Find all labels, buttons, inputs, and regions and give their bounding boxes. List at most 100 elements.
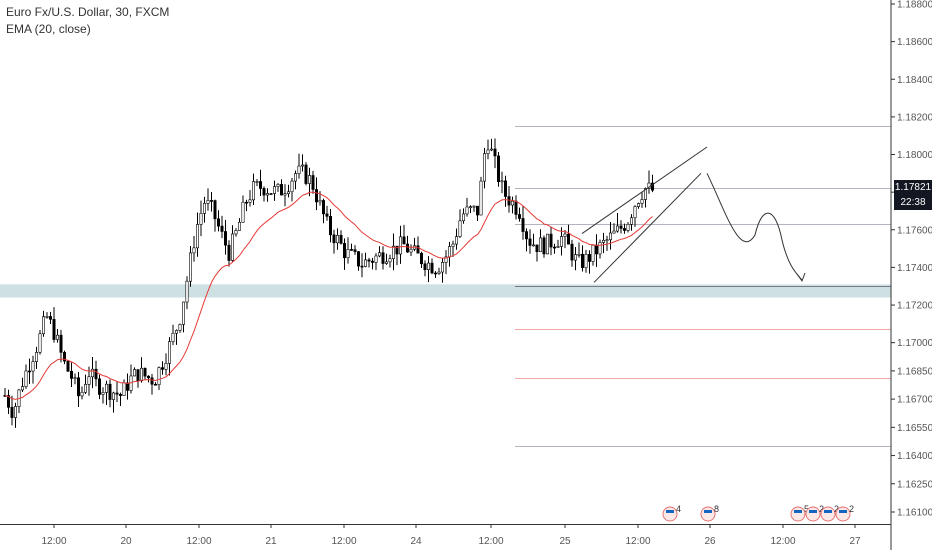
candle-body (517, 214, 521, 219)
candle-body (192, 247, 196, 254)
candle-body (203, 203, 207, 214)
flag-canton (794, 510, 802, 513)
event-count: 2 (849, 504, 854, 514)
candle-body (164, 363, 168, 370)
candle-body (196, 224, 200, 249)
candle-body (20, 386, 24, 391)
candle-body (549, 233, 553, 248)
price-tick-label: 1.18200 (897, 112, 932, 123)
candle-body (419, 252, 423, 265)
candle-body (24, 370, 28, 387)
candle-body (133, 369, 137, 377)
ema-indicator-label[interactable]: EMA (20, close) (6, 22, 91, 36)
candle-body (91, 368, 95, 378)
candle-body (238, 221, 242, 231)
candle-body (468, 206, 472, 208)
candle-body (199, 213, 203, 225)
candle-body (514, 200, 518, 215)
candle-body (633, 206, 637, 219)
flag-canton (809, 510, 817, 513)
time-tick-label: 12:00 (41, 536, 66, 547)
candle-body (206, 200, 210, 204)
time-axis[interactable]: 12:00 20 12:00 21 12:00 24 12:00 25 12:00 26 12:00… (41, 524, 861, 547)
time-tick-label: 12:00 (186, 536, 211, 547)
candle-body (157, 367, 161, 385)
candle-body (535, 244, 539, 253)
candle-body (286, 191, 290, 194)
candle-body (349, 249, 353, 251)
candle-body (108, 383, 112, 400)
candle-body (640, 199, 644, 204)
candle-body (112, 392, 116, 400)
event-count: 2 (834, 504, 839, 514)
candle-body (318, 200, 322, 203)
price-tick-label: 1.18400 (897, 75, 932, 86)
price-tick-label: 1.17000 (897, 338, 932, 349)
candle-body (70, 370, 74, 379)
candle-body (87, 376, 91, 385)
candle-body (612, 230, 616, 234)
candle-body (430, 262, 434, 274)
candle-body (608, 232, 612, 241)
candle-body (94, 368, 98, 380)
candle-body (45, 316, 49, 318)
flag-canton (824, 510, 832, 513)
candle-body (594, 244, 598, 255)
candle-body (587, 254, 591, 262)
price-tick-label: 1.18800 (897, 0, 932, 11)
bar-countdown-tag: 22:38 (894, 195, 932, 210)
candle-body (524, 231, 528, 240)
support-zone-rect (0, 284, 891, 298)
candle-body (314, 189, 318, 203)
candle-body (182, 301, 186, 325)
candle-body (381, 252, 385, 264)
candle-body (591, 244, 595, 262)
price-tick-label: 1.16100 (897, 508, 932, 519)
flag-canton (666, 510, 674, 513)
candle-body (580, 253, 584, 268)
event-count: 8 (714, 504, 719, 514)
candle-body (175, 330, 179, 334)
candle-body (507, 196, 511, 206)
candle-body (143, 367, 147, 377)
candle-body (465, 206, 469, 215)
candle-body (52, 319, 56, 340)
ema-20-line (4, 191, 653, 400)
candle-body (300, 164, 304, 167)
candle-body (269, 193, 273, 195)
candle-body (538, 237, 542, 253)
candle-body (154, 383, 158, 386)
candle-body (405, 243, 409, 253)
candle-body (528, 238, 532, 246)
candle-body (178, 324, 182, 331)
candle-body (601, 239, 605, 243)
candle-body (66, 360, 70, 372)
candle-body (279, 184, 283, 196)
candle-body (409, 248, 413, 253)
event-count: 2 (819, 504, 824, 514)
price-axis-bg[interactable] (891, 0, 932, 550)
candle-body (171, 332, 175, 342)
candle-body (122, 382, 126, 396)
price-tick-label: 1.16400 (897, 451, 932, 462)
candle-body (370, 260, 374, 263)
candle-body (217, 218, 221, 227)
price-tick-label: 1.16550 (897, 423, 932, 434)
candle-body (622, 228, 626, 231)
candle-body (258, 181, 262, 189)
candle-body (10, 407, 14, 418)
candle-body (59, 334, 63, 353)
event-flag-icon (790, 506, 806, 522)
candle-body (185, 280, 189, 303)
candle-body (161, 367, 165, 370)
time-tick-label: 12:00 (770, 536, 795, 547)
candle-body (479, 180, 483, 216)
candle-body (402, 236, 406, 245)
channel-lower-line (593, 172, 702, 283)
candle-body (77, 377, 81, 397)
candle-body (437, 271, 441, 274)
candle-body (210, 200, 214, 202)
symbol-title[interactable]: Euro Fx/U.S. Dollar, 30, FXCM (6, 5, 170, 19)
